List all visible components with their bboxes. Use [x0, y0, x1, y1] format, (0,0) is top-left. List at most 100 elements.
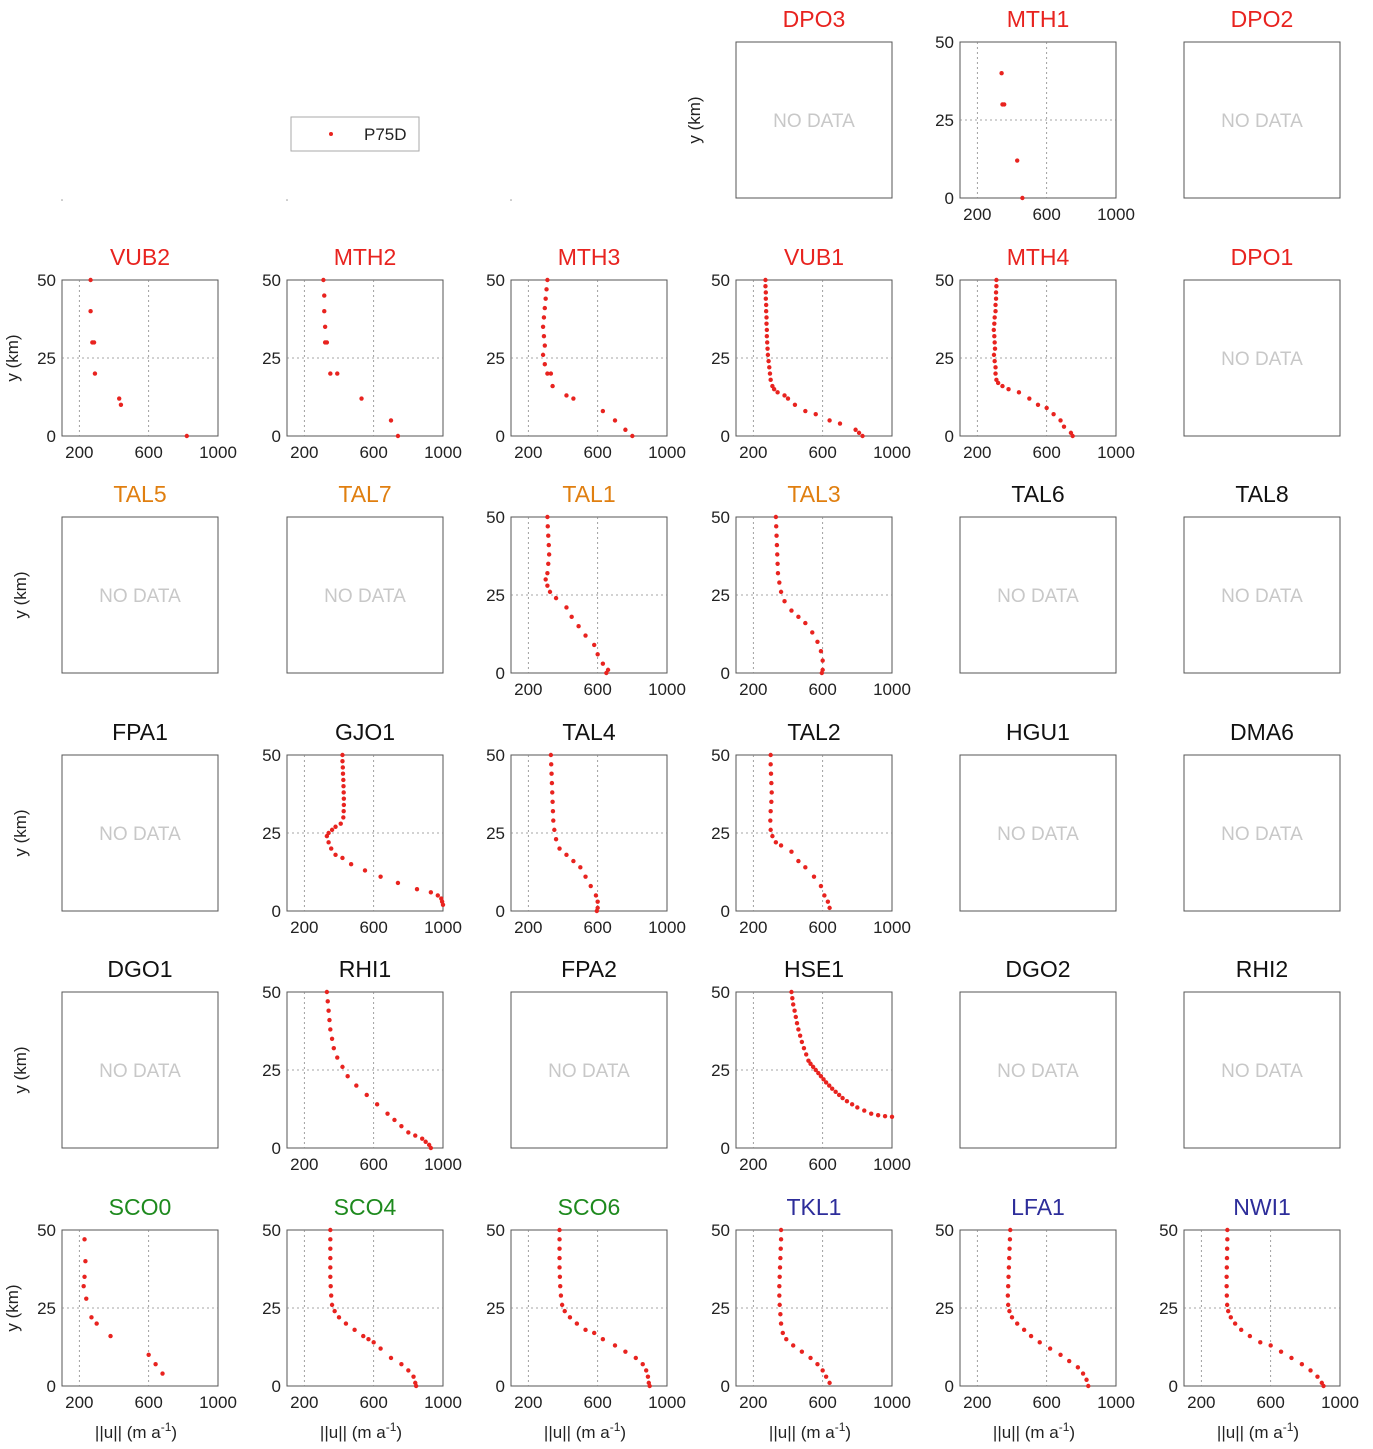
no-data-label: NO DATA [99, 586, 181, 607]
data-point [1232, 1321, 1238, 1326]
data-point [345, 1074, 350, 1079]
data-point [1075, 1365, 1081, 1370]
data-point [811, 874, 817, 879]
data-point [768, 752, 773, 758]
data-point [763, 290, 769, 295]
data-point [764, 321, 769, 326]
data-point [797, 1033, 803, 1038]
y-tick-label: 25 [486, 1299, 505, 1318]
data-point [825, 899, 831, 904]
data-point [322, 309, 327, 314]
data-point [1007, 1246, 1012, 1251]
panel-rhi2: RHI2 NO DATA [1183, 956, 1341, 1149]
no-data-label: NO DATA [99, 824, 181, 845]
panel-title: SCO4 [334, 1194, 397, 1220]
data-point [777, 1274, 782, 1280]
data-point [860, 433, 865, 439]
data-point [1035, 402, 1041, 407]
y-tick-label: 0 [945, 189, 954, 208]
data-point [557, 1265, 562, 1270]
data-point [1268, 1343, 1273, 1348]
x-tick-label: 200 [963, 1393, 991, 1412]
x-axis-label-superscript: -1 [161, 1420, 172, 1434]
data-point [862, 1108, 867, 1113]
y-tick-label: 50 [262, 1221, 281, 1240]
x-tick-label: 200 [739, 918, 767, 937]
panel-title: SCO6 [558, 1194, 621, 1220]
no-data-label: NO DATA [1221, 1061, 1303, 1082]
data-point [569, 614, 574, 620]
x-axis-label-main: ||u|| (m a [95, 1423, 161, 1442]
x-tick-label: 600 [583, 443, 611, 462]
y-tick-label: 50 [486, 271, 505, 290]
y-tick-label: 0 [1169, 1377, 1178, 1396]
x-tick-label: 600 [808, 918, 836, 937]
data-point [623, 427, 628, 432]
data-point [328, 1255, 333, 1261]
data-point [1224, 1265, 1230, 1270]
panel-tal5: TAL5 NO DATA y (km) [11, 481, 219, 674]
data-point [763, 277, 768, 283]
panel-title: RHI1 [339, 956, 391, 982]
data-point [328, 1283, 333, 1289]
panel-mth1: MTH1 200 600 1000 0 25 50 [935, 6, 1135, 224]
data-point [784, 1337, 789, 1342]
panel-title: DMA6 [1230, 719, 1294, 745]
y-tick-label: 25 [935, 1299, 954, 1318]
data-point [341, 802, 347, 808]
data-point [371, 1340, 376, 1345]
panels: DPO3 NO DATA y (km) MTH1 200 600 1000 0 25 50 DPO2… [3, 6, 1359, 1442]
data-point [82, 1237, 87, 1242]
data-point [338, 821, 343, 826]
data-point [1247, 1333, 1253, 1339]
panel-title: MTH1 [1007, 6, 1070, 32]
stray-dot [286, 199, 288, 201]
data-point [1299, 1361, 1305, 1367]
y-tick-label: 0 [496, 427, 505, 446]
panel-hse1: HSE1 200 600 1000 0 25 50 [711, 956, 911, 1174]
panel-tal6: TAL6 NO DATA [959, 481, 1117, 674]
data-point [644, 1368, 649, 1373]
data-point [768, 808, 773, 814]
data-point [1308, 1368, 1313, 1373]
data-point [552, 827, 557, 833]
y-tick-label: 0 [496, 664, 505, 683]
data-point [773, 840, 779, 845]
data-point [993, 296, 999, 301]
axes-box [735, 279, 893, 437]
data-point [819, 670, 824, 676]
data-point [571, 858, 576, 864]
y-tick-label: 25 [711, 349, 730, 368]
data-point [1070, 433, 1075, 439]
data-point [399, 1361, 404, 1367]
data-point [341, 790, 346, 795]
panel-title: LFA1 [1011, 1194, 1065, 1220]
data-point [796, 1027, 801, 1032]
x-tick-label: 200 [514, 680, 542, 699]
data-point [768, 827, 773, 833]
data-point [1006, 1274, 1011, 1280]
panel-dgo2: DGO2 NO DATA [959, 956, 1117, 1149]
x-tick-label: 200 [739, 1393, 767, 1412]
panel-title: FPA1 [112, 719, 168, 745]
y-tick-label: 25 [486, 586, 505, 605]
panel-title: HSE1 [784, 956, 844, 982]
data-point [600, 408, 606, 414]
data-point [820, 658, 825, 663]
y-tick-label: 25 [711, 1061, 730, 1080]
data-point [785, 396, 791, 401]
data-point [588, 883, 593, 889]
data-point [1005, 1283, 1011, 1289]
y-tick-label: 50 [711, 746, 730, 765]
data-point [385, 1111, 390, 1116]
panel-title: VUB1 [784, 244, 844, 270]
data-point [321, 277, 326, 283]
panel-title: NWI1 [1233, 1194, 1291, 1220]
no-data-label: NO DATA [548, 1061, 630, 1082]
data-point [775, 390, 780, 395]
data-point [991, 327, 996, 333]
data-point [428, 890, 434, 895]
data-point [146, 1352, 151, 1358]
y-tick-label: 50 [935, 271, 954, 290]
data-point [557, 1255, 562, 1261]
